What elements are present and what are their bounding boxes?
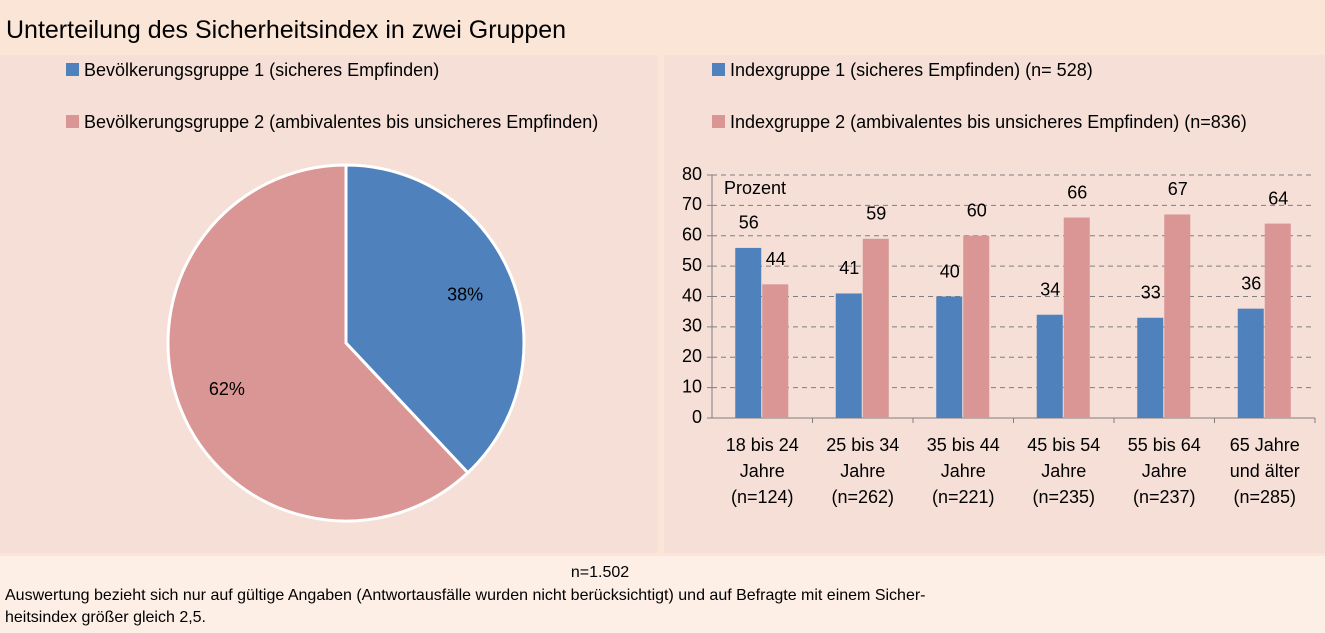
x-tick-label: 45 bis 54 Jahre (n=235) xyxy=(1027,435,1101,507)
title: Unterteilung des Sicherheitsindex in zwe… xyxy=(6,16,567,44)
data-label: 59 xyxy=(866,204,886,224)
x-tick-label: 55 bis 64 Jahre (n=237) xyxy=(1127,435,1201,507)
y-tick-label: 60 xyxy=(682,225,702,245)
x-tick-label: 65 Jahre und älter (n=285) xyxy=(1229,435,1300,507)
pie-slice xyxy=(344,163,526,475)
note: Auswertung bezieht sich nur auf gültige … xyxy=(5,587,926,626)
y-tick-label: 30 xyxy=(682,316,702,336)
data-label: 41 xyxy=(839,258,859,278)
data-label: 33 xyxy=(1141,283,1161,303)
data-label: 62% xyxy=(209,379,245,399)
bar xyxy=(862,238,889,418)
pie-slice xyxy=(166,163,470,523)
bar xyxy=(1164,214,1191,418)
bar xyxy=(1063,217,1090,418)
y-tick-label: 0 xyxy=(692,407,702,427)
data-label: 44 xyxy=(766,249,786,269)
legend-swatch xyxy=(712,63,725,76)
x-tick-label: 18 bis 24 Jahre (n=124) xyxy=(725,435,799,507)
x-tick-label: 25 bis 34 Jahre (n=262) xyxy=(826,435,900,507)
data-label: 60 xyxy=(967,201,987,221)
bar xyxy=(936,296,963,418)
data-label: 36 xyxy=(1241,273,1261,293)
legend-label: Bevölkerungsgruppe 1 (sicheres Empfinden… xyxy=(84,60,440,80)
data-label: 64 xyxy=(1268,188,1288,208)
y-tick-label: 40 xyxy=(682,285,702,305)
data-label: 56 xyxy=(739,213,759,233)
data-label: 38% xyxy=(447,285,483,305)
y-tick-label: 70 xyxy=(682,194,702,214)
x-tick-label: 35 bis 44 Jahre (n=221) xyxy=(926,435,1000,507)
bar xyxy=(735,247,762,418)
bar xyxy=(1036,314,1063,418)
legend-swatch xyxy=(66,115,79,128)
y-tick-label: 50 xyxy=(682,255,702,275)
y-tick-label: 20 xyxy=(682,346,702,366)
data-label: 34 xyxy=(1040,279,1060,299)
bar xyxy=(762,284,789,418)
data-label: 40 xyxy=(940,261,960,281)
y-tick-label: 10 xyxy=(682,376,702,396)
legend-swatch xyxy=(66,63,79,76)
bar xyxy=(1237,308,1264,418)
data-label: 66 xyxy=(1067,182,1087,202)
sample-size: n=1.502 xyxy=(570,564,630,581)
legend-label: Bevölkerungsgruppe 2 (ambivalentes bis u… xyxy=(84,112,599,132)
y-axis-label: Prozent xyxy=(724,178,786,198)
bar xyxy=(835,293,862,418)
bar xyxy=(1264,223,1291,418)
y-tick-label: 80 xyxy=(682,164,702,184)
bar xyxy=(1137,317,1164,418)
data-label: 67 xyxy=(1168,179,1188,199)
legend-swatch xyxy=(712,115,725,128)
bar xyxy=(963,235,990,418)
footer-panel xyxy=(0,556,1325,633)
legend-label: Indexgruppe 2 (ambivalentes bis unsicher… xyxy=(730,112,1247,132)
legend-label: Indexgruppe 1 (sicheres Empfinden) (n= 5… xyxy=(730,60,1093,80)
